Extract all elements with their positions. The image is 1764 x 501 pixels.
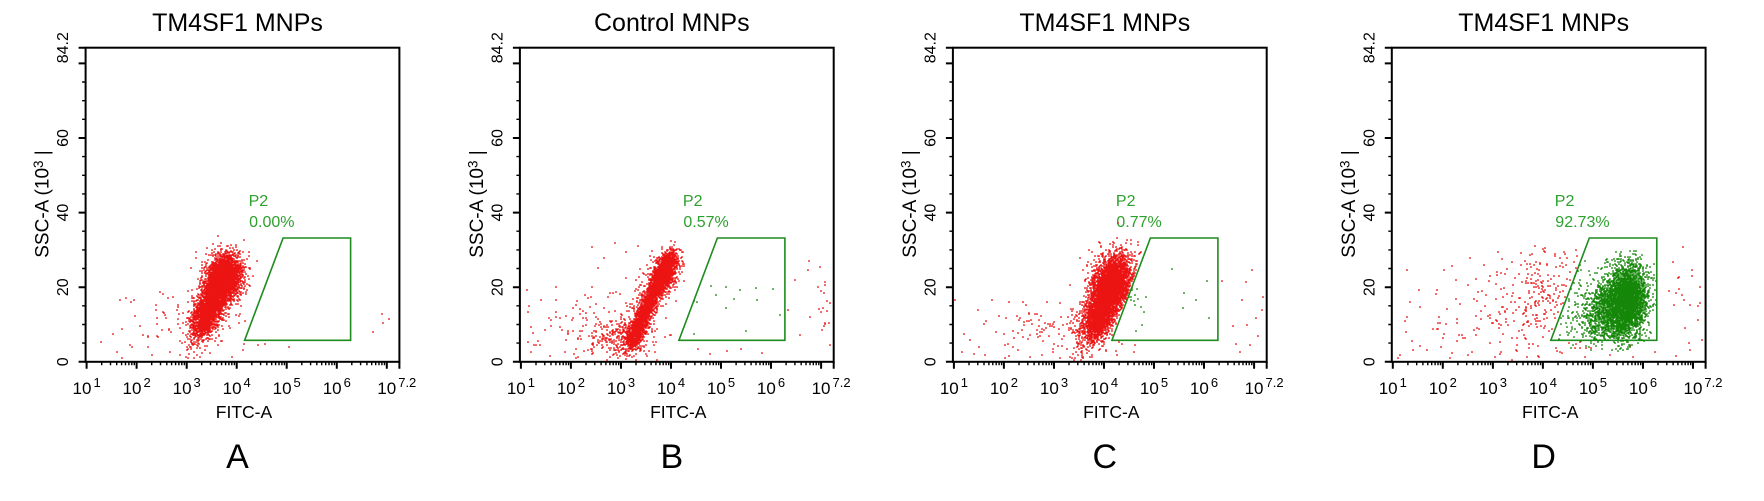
svg-text:40: 40: [489, 204, 506, 222]
svg-text:SSC-A (103 |: SSC-A (103 |: [898, 150, 921, 258]
svg-text:SSC-A (103 |: SSC-A (103 |: [465, 150, 488, 258]
svg-text:B: B: [660, 438, 683, 476]
svg-text:20: 20: [55, 278, 72, 296]
svg-text:60: 60: [922, 129, 939, 147]
svg-text:D: D: [1531, 438, 1556, 476]
svg-text:P2: P2: [1555, 193, 1575, 210]
svg-text:0.00%: 0.00%: [249, 214, 294, 231]
svg-text:84.2: 84.2: [55, 32, 72, 63]
svg-text:60: 60: [489, 129, 506, 147]
svg-text:0: 0: [1361, 357, 1378, 366]
svg-text:FITC-A: FITC-A: [216, 402, 273, 422]
svg-text:0.77%: 0.77%: [1116, 214, 1161, 231]
svg-text:FITC-A: FITC-A: [1083, 402, 1140, 422]
svg-text:60: 60: [55, 129, 72, 147]
svg-text:C: C: [1093, 438, 1118, 476]
svg-text:60: 60: [1361, 129, 1378, 147]
svg-text:20: 20: [489, 278, 506, 296]
svg-text:20: 20: [1361, 278, 1378, 296]
svg-text:SSC-A (103 |: SSC-A (103 |: [31, 150, 54, 258]
svg-text:40: 40: [1361, 204, 1378, 222]
svg-text:84.2: 84.2: [1361, 32, 1378, 63]
svg-text:92.73%: 92.73%: [1555, 214, 1609, 231]
svg-text:FITC-A: FITC-A: [650, 402, 707, 422]
svg-text:TM4SF1 MNPs: TM4SF1 MNPs: [1019, 9, 1190, 37]
svg-text:TM4SF1 MNPs: TM4SF1 MNPs: [1458, 9, 1629, 37]
svg-text:0: 0: [922, 357, 939, 366]
svg-text:84.2: 84.2: [489, 32, 506, 63]
svg-text:FITC-A: FITC-A: [1522, 402, 1579, 422]
svg-text:0: 0: [55, 357, 72, 366]
svg-text:84.2: 84.2: [922, 32, 939, 63]
svg-text:Control MNPs: Control MNPs: [594, 9, 750, 37]
svg-text:TM4SF1 MNPs: TM4SF1 MNPs: [152, 9, 323, 37]
svg-text:A: A: [226, 438, 249, 476]
svg-text:P2: P2: [1116, 193, 1136, 210]
svg-text:40: 40: [922, 204, 939, 222]
svg-text:0.57%: 0.57%: [683, 214, 728, 231]
svg-text:P2: P2: [249, 193, 269, 210]
svg-text:P2: P2: [683, 193, 703, 210]
svg-text:SSC-A (103 |: SSC-A (103 |: [1337, 150, 1360, 258]
svg-text:40: 40: [55, 204, 72, 222]
svg-text:20: 20: [922, 278, 939, 296]
svg-text:0: 0: [489, 357, 506, 366]
